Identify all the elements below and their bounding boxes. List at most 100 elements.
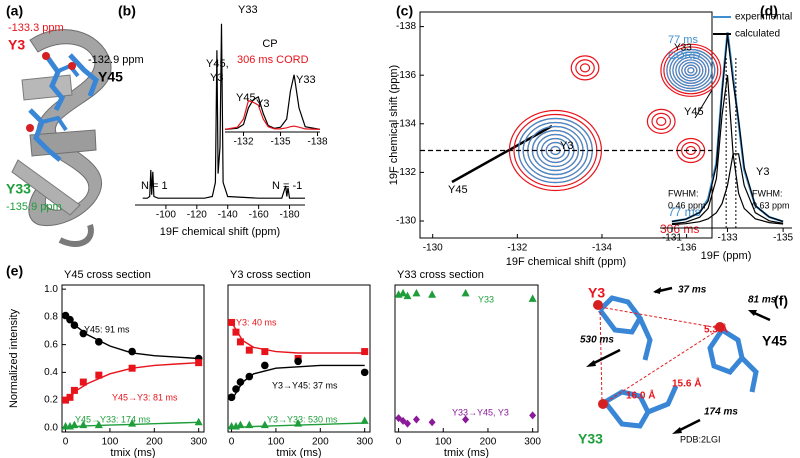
marker — [294, 419, 303, 427]
annotation: Y33 — [296, 74, 316, 86]
x-tick-label: 300 — [190, 437, 207, 448]
annotation: Y45 — [236, 92, 256, 104]
y-tick-label: -136 — [396, 70, 416, 81]
distance-label: 15.6 Å — [672, 377, 701, 390]
y-tick-label: 0.4 — [44, 367, 58, 378]
marker — [361, 348, 369, 356]
annotation: FWHM: — [668, 188, 699, 198]
marker — [66, 393, 74, 401]
contour-ring — [656, 116, 667, 126]
x-tick-label: -180 — [280, 210, 300, 221]
x-tick-label: 0 — [229, 437, 235, 448]
contour-ring — [579, 63, 591, 73]
marker — [462, 415, 470, 424]
y-tick-label: 0.2 — [44, 395, 58, 406]
marker — [399, 288, 408, 297]
marker — [245, 372, 254, 381]
marker — [403, 291, 412, 300]
distance-label: 5.3 Å — [704, 323, 728, 336]
marker — [236, 378, 245, 386]
marker — [404, 419, 412, 428]
chart-title: Y33 cross section — [397, 269, 484, 281]
legend-label: Y33 — [478, 294, 494, 304]
marker — [428, 418, 436, 427]
contour-ring — [651, 112, 672, 130]
annotation: 0.46 ppm — [668, 200, 706, 210]
x-axis-label: tmix (ms) — [444, 447, 489, 458]
panel-label: (c) — [396, 3, 413, 19]
contour-ring — [646, 108, 676, 134]
x-axis-label: 19F chemical shift (ppm) — [506, 256, 626, 268]
protein-cartoon — [11, 29, 112, 247]
plot-frame — [419, 11, 713, 239]
legend-label: Y33→Y45, Y3 — [452, 407, 509, 417]
marker — [70, 386, 78, 394]
x-tick-label: -138 — [308, 137, 328, 148]
panel-label: (b) — [118, 3, 136, 19]
rate-label: 81 ms — [748, 295, 777, 306]
fit-line — [231, 422, 365, 429]
y-tick-label: -134 — [396, 118, 416, 129]
plot-frame — [394, 284, 539, 433]
legend-label: 306 ms — [660, 222, 699, 236]
residue-label: Y45 — [762, 333, 787, 349]
legend-label: Y3→Y45: 37 ms — [272, 380, 338, 390]
fit-line — [65, 421, 199, 429]
x-tick-label: -134 — [592, 243, 612, 254]
marker — [261, 348, 269, 356]
contour-ring — [678, 59, 704, 82]
panel-label: (d) — [760, 3, 778, 19]
contour-ring — [675, 56, 707, 84]
x-tick-label: -135 — [271, 137, 291, 148]
rate-label: 37 ms — [678, 285, 707, 296]
legend-label: CP — [262, 38, 277, 50]
chart-title: Y45 cross section — [64, 269, 151, 281]
annotation: 77 ms — [668, 34, 698, 46]
annotation: Y45 — [448, 184, 468, 196]
marker — [360, 368, 369, 377]
residue-label: Y3 — [8, 37, 25, 53]
fit-line — [65, 315, 199, 360]
contour-ring — [522, 121, 589, 180]
spectrum-line — [671, 153, 784, 226]
marker — [195, 359, 203, 367]
y-tick-label: -132 — [396, 167, 416, 178]
shift-label: -132.9 ppm — [88, 54, 144, 66]
leader-line — [451, 124, 553, 184]
y-tick-label: -138 — [396, 21, 416, 32]
y-axis-label: 19F chemical shift (ppm) — [388, 65, 400, 185]
panel-label: (e) — [6, 263, 23, 279]
residue-label: Y33 — [578, 431, 603, 447]
marker — [227, 393, 236, 402]
marker — [412, 288, 421, 297]
fit-line — [231, 364, 365, 401]
residue-label: Y3 — [588, 285, 605, 301]
annotation: Y33 — [238, 4, 258, 16]
contour-ring — [570, 55, 600, 81]
contour-ring — [684, 64, 698, 77]
marker — [128, 347, 136, 356]
marker — [232, 385, 240, 393]
annotation: 0.63 ppm — [752, 200, 790, 210]
marker — [260, 420, 269, 429]
legend-label: Y45: 91 ms — [84, 324, 130, 334]
x-tick-label: -135 — [773, 233, 793, 244]
spectrum-line — [142, 23, 305, 199]
panel-label: (a) — [6, 3, 23, 19]
plot-frame — [61, 284, 205, 433]
contour-ring — [663, 46, 719, 95]
marker — [245, 420, 254, 429]
y-tick-label: -130 — [396, 216, 416, 227]
legend-label: experimental — [735, 12, 792, 23]
legend-label: Y45→Y33: 174 ms — [75, 414, 151, 424]
x-tick-label: 100 — [268, 437, 285, 448]
marker — [79, 378, 87, 386]
pdb-label: PDB:2LGI — [680, 434, 721, 444]
marker — [412, 415, 420, 424]
spectrum-line — [224, 74, 321, 130]
marker — [261, 361, 269, 370]
annotation: Y33 — [674, 43, 692, 54]
y-tick-label: 1.0 — [44, 284, 58, 295]
y-tick-label: 0.8 — [44, 312, 58, 323]
rate-label: 530 ms — [580, 335, 614, 346]
